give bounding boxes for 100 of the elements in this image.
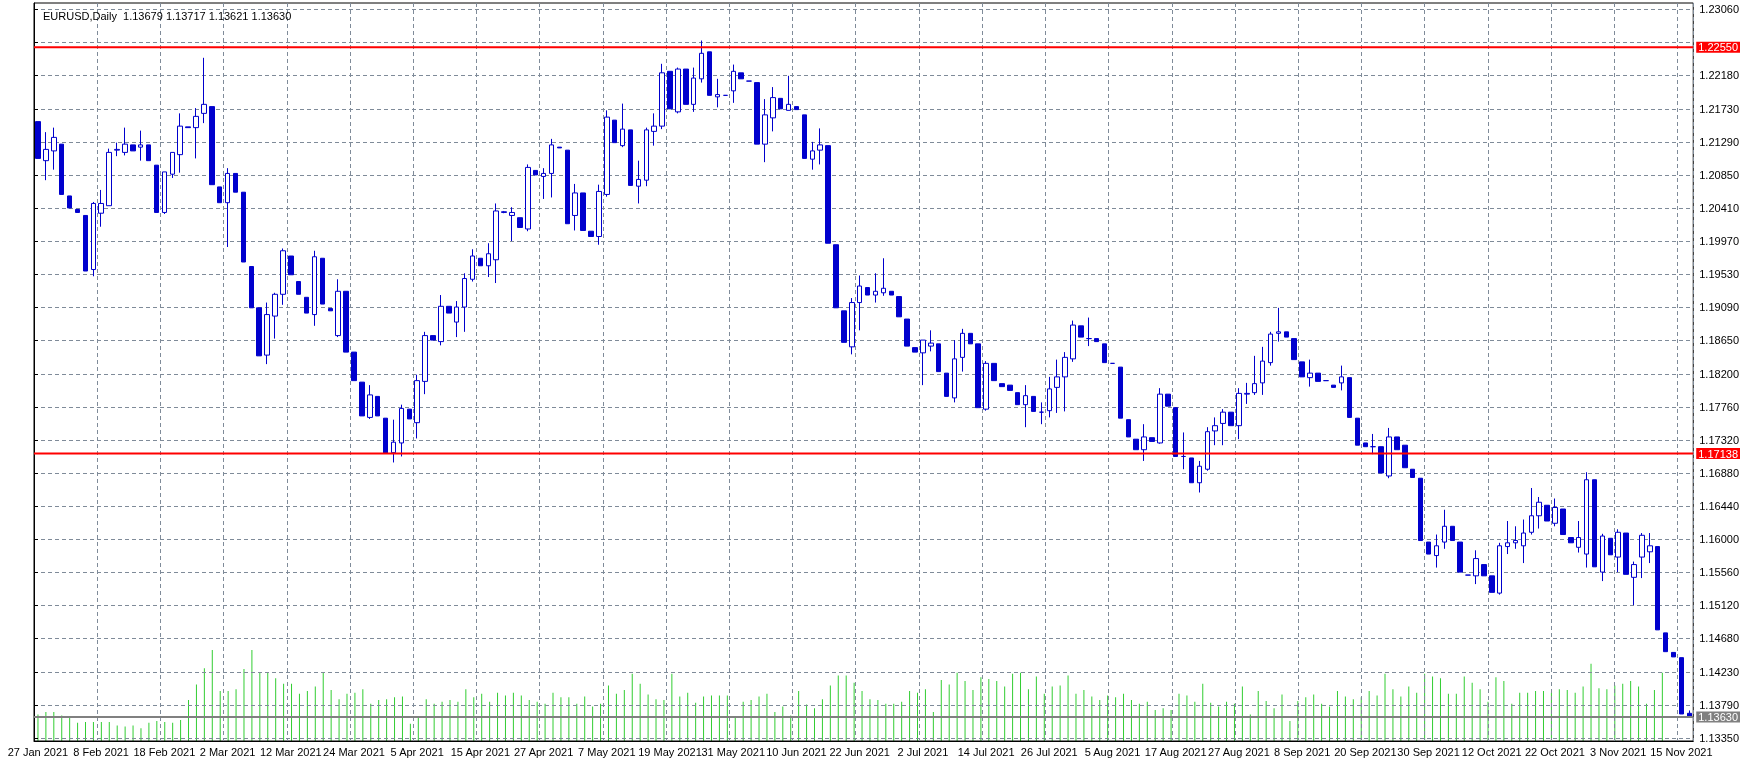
text: EURUSD,Daily 1.13679 1.13717 1.13621 1.13630 — [43, 9, 292, 22]
candlestick — [628, 129, 633, 186]
candlestick — [707, 51, 712, 96]
candlestick — [1331, 384, 1336, 388]
x-tick-label: 10 Jun 2021 — [766, 745, 827, 758]
candlestick — [138, 130, 143, 162]
candlestick — [1236, 387, 1242, 440]
candlestick — [1054, 359, 1060, 414]
candlestick — [407, 408, 412, 420]
candlestick — [825, 145, 831, 244]
x-tick-label: 14 Jul 2021 — [957, 745, 1015, 758]
candlestick — [114, 142, 120, 157]
candlestick — [802, 114, 807, 159]
candlestick — [1007, 384, 1013, 391]
candlestick — [509, 206, 515, 242]
x-tick-label: 8 Feb 2021 — [73, 745, 129, 758]
candlestick — [541, 167, 546, 200]
candlestick — [1031, 395, 1036, 412]
candlestick — [904, 318, 910, 347]
candlestick — [1450, 525, 1455, 542]
candlestick — [1608, 537, 1613, 556]
candlestick — [98, 189, 104, 228]
candlestick — [557, 146, 562, 149]
candlestick — [170, 151, 175, 179]
candlestick — [430, 335, 436, 341]
ref-line-label: 1.17138 — [1698, 447, 1738, 460]
candlestick — [241, 191, 246, 263]
y-tick-label: 1.21290 — [1699, 135, 1739, 148]
candlestick — [75, 208, 80, 213]
candlestick — [1513, 525, 1518, 550]
candlestick — [83, 214, 88, 272]
candlestick — [414, 374, 420, 439]
candlestick — [359, 381, 365, 417]
x-tick-label: 22 Oct 2021 — [1525, 745, 1585, 758]
x-tick-label: 17 Aug 2021 — [1144, 745, 1207, 758]
candlestick — [1197, 460, 1202, 493]
candlestick — [1284, 331, 1289, 338]
candlestick — [217, 186, 222, 204]
candlestick — [715, 78, 720, 108]
x-tick-label: 5 Aug 2021 — [1084, 745, 1141, 758]
candlestick — [1102, 343, 1107, 364]
candlestick — [1260, 346, 1265, 396]
candlestick — [122, 127, 128, 156]
candlestick — [896, 296, 902, 318]
candlestick — [683, 68, 689, 105]
candlestick — [778, 97, 783, 110]
candlestick — [1118, 366, 1123, 419]
candlestick — [549, 138, 554, 198]
candlestick — [596, 184, 602, 246]
candlestick — [328, 308, 333, 312]
candlestick — [841, 310, 847, 343]
candlestick — [1568, 537, 1574, 544]
candlestick — [659, 63, 665, 130]
candlestick — [833, 244, 839, 309]
candlestick — [422, 331, 428, 395]
candlestick — [1047, 376, 1052, 418]
candlestick — [1307, 359, 1313, 388]
candlestick — [1291, 338, 1297, 361]
x-tick-label: 3 Nov 2021 — [1590, 745, 1647, 758]
candlestick — [1402, 444, 1408, 469]
y-tick-label: 1.17760 — [1699, 400, 1739, 413]
candlestick — [1481, 564, 1487, 577]
candlestick — [754, 82, 760, 145]
candlestick — [533, 169, 538, 176]
candlestick — [983, 360, 989, 412]
x-tick-label: 22 Jun 2021 — [829, 745, 890, 758]
candlestick — [1355, 417, 1360, 446]
x-tick-label: 12 Oct 2021 — [1461, 745, 1522, 758]
candlestick — [1228, 411, 1234, 427]
y-tick-label: 1.20410 — [1699, 201, 1739, 214]
candlestick — [256, 307, 262, 357]
y-tick-label: 1.14680 — [1699, 632, 1739, 645]
candlestick — [644, 127, 649, 187]
candlestick — [1426, 541, 1431, 555]
candlestick — [612, 119, 617, 144]
candlestick — [493, 202, 499, 284]
candlestick — [201, 57, 207, 124]
candlestick — [130, 144, 136, 152]
candlestick — [1473, 549, 1479, 585]
y-tick-label: 1.19970 — [1699, 234, 1739, 247]
x-tick-label: 19 May 2021 — [638, 745, 702, 758]
candlestick — [209, 106, 215, 186]
candlestick — [1244, 382, 1250, 405]
y-tick-label: 1.22180 — [1699, 69, 1739, 82]
candlestick — [462, 272, 467, 333]
candlestick — [1126, 419, 1131, 438]
y-tick-label: 1.23060 — [1699, 3, 1739, 16]
candlestick — [786, 75, 791, 111]
candlestick — [1149, 437, 1155, 442]
candlestick — [1315, 372, 1321, 382]
candlestick — [1671, 651, 1676, 658]
y-tick-label: 1.18200 — [1699, 367, 1739, 380]
candlestick — [1663, 632, 1668, 653]
candlestick — [1639, 532, 1645, 579]
candlestick — [857, 275, 862, 331]
candlestick — [1600, 533, 1605, 582]
x-tick-label: 20 Sep 2021 — [1334, 745, 1397, 758]
candlestick — [968, 332, 973, 345]
x-tick-label: 27 Apr 2021 — [513, 745, 574, 758]
x-tick-label: 15 Apr 2021 — [450, 745, 511, 758]
